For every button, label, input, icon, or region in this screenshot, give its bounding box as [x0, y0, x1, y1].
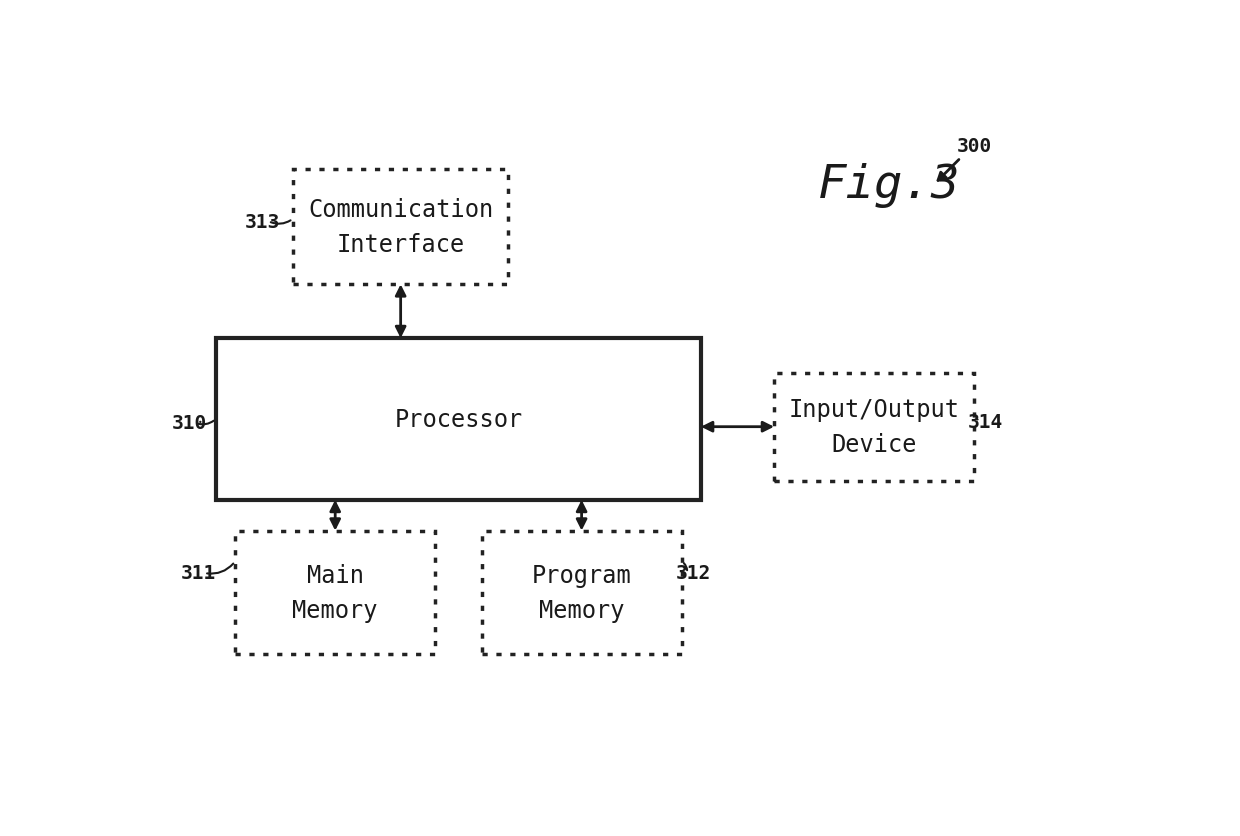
Text: Program
Memory: Program Memory — [532, 563, 631, 622]
Bar — [481, 531, 682, 654]
Text: Fig.3: Fig.3 — [818, 162, 961, 207]
FancyArrowPatch shape — [197, 421, 213, 425]
Text: 314: 314 — [968, 412, 1003, 431]
Text: 313: 313 — [244, 212, 280, 232]
FancyArrowPatch shape — [207, 563, 233, 574]
Text: Input/Output
Device: Input/Output Device — [789, 397, 960, 456]
Bar — [293, 170, 508, 285]
FancyArrowPatch shape — [270, 221, 290, 224]
Text: 312: 312 — [676, 563, 711, 583]
Text: 300: 300 — [957, 137, 992, 156]
Text: Processor: Processor — [394, 407, 522, 431]
Text: Communication
Interface: Communication Interface — [308, 197, 494, 257]
Bar — [236, 531, 435, 654]
Text: 310: 310 — [171, 414, 207, 433]
Text: 311: 311 — [181, 563, 216, 583]
FancyArrowPatch shape — [397, 288, 405, 335]
Bar — [774, 374, 975, 481]
FancyArrowPatch shape — [704, 423, 771, 431]
Text: Main
Memory: Main Memory — [293, 563, 378, 622]
FancyArrowPatch shape — [683, 563, 687, 570]
FancyArrowPatch shape — [937, 161, 959, 181]
Bar — [216, 339, 701, 500]
FancyArrowPatch shape — [331, 503, 340, 528]
FancyArrowPatch shape — [577, 503, 587, 528]
